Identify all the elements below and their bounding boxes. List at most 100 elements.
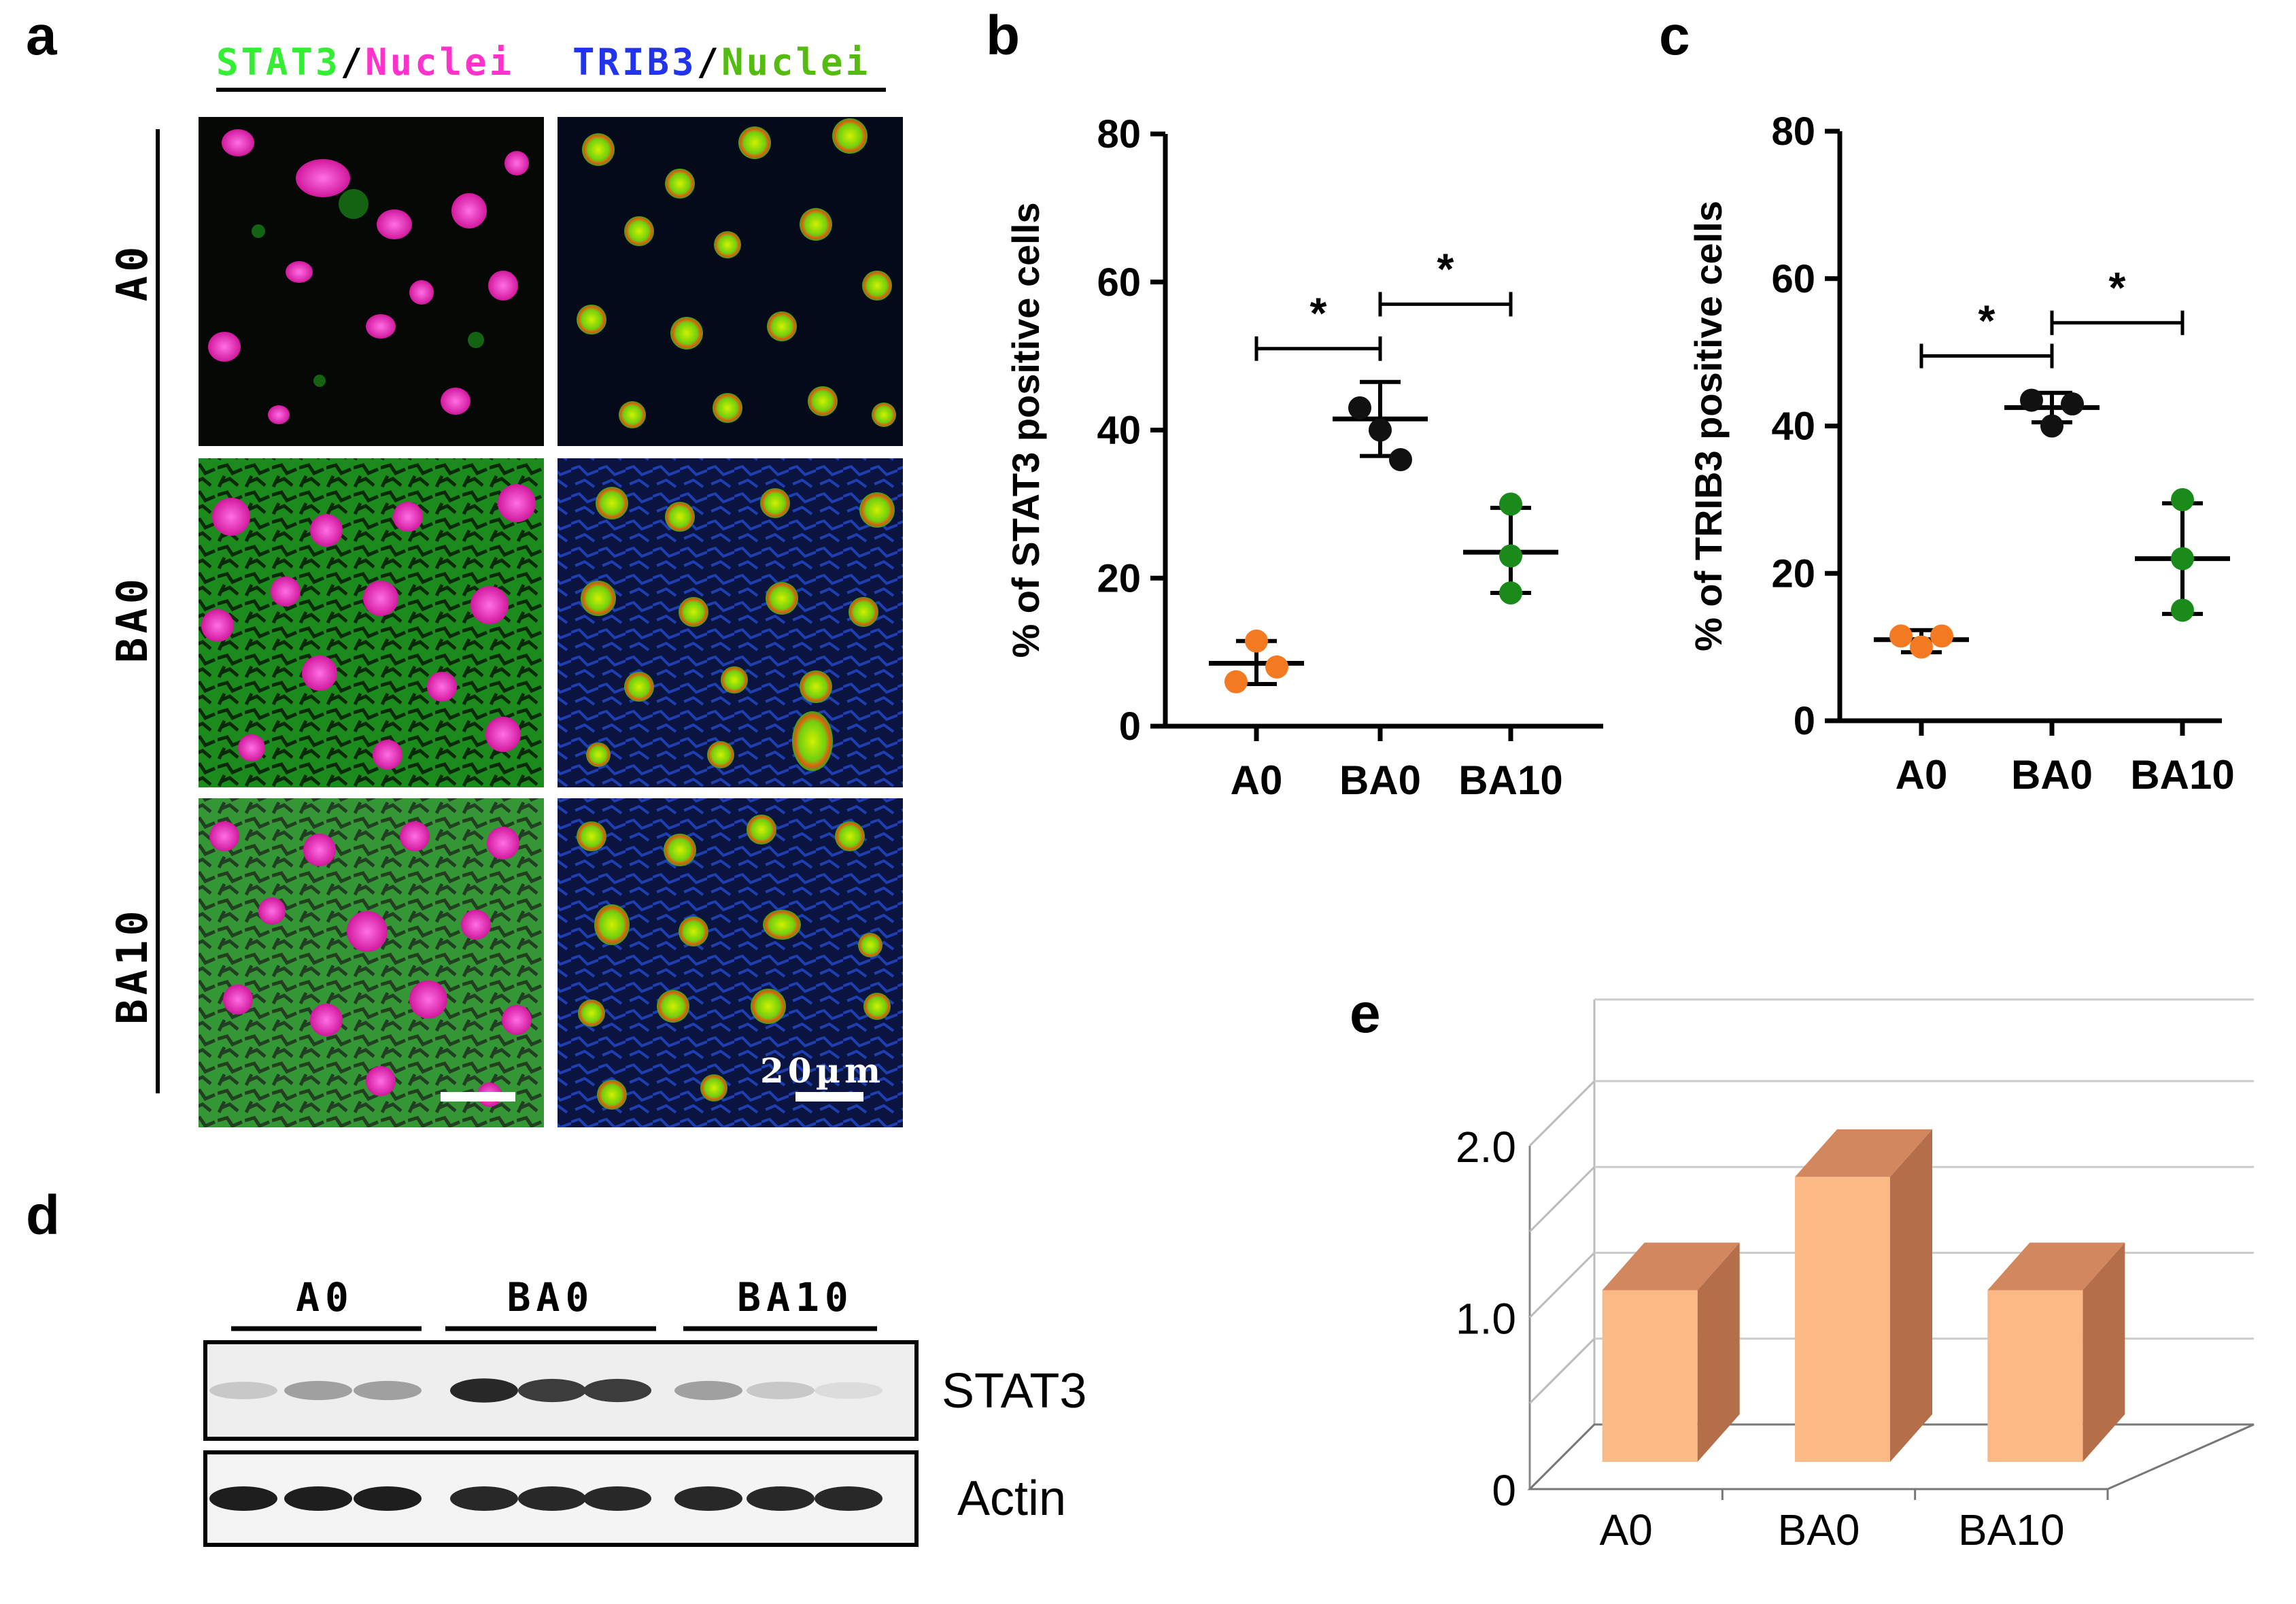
bar [1602, 1290, 1698, 1462]
y-tick-label: 2.0 [1456, 1123, 1516, 1172]
header-slash-2: / [697, 41, 722, 84]
gridline-side [1528, 1080, 1596, 1147]
y-axis-label: % of TRIB3 positive cells [1687, 201, 1730, 651]
stat3-band [209, 1382, 277, 1399]
bar [1795, 1176, 1890, 1462]
stat3-band [450, 1378, 518, 1403]
x-tick-label: BA10 [1958, 1505, 2065, 1554]
panel-label-e: e [1350, 983, 1381, 1044]
panel-label-b: b [986, 5, 1020, 67]
significance-star: * [1437, 244, 1454, 293]
header-nuclei-magenta: Nuclei [365, 41, 514, 84]
x-tick-label: BA0 [1778, 1505, 1860, 1554]
stat3-band [354, 1380, 422, 1401]
data-point [2171, 488, 2194, 511]
data-point [1499, 544, 1522, 568]
panel-label-c: c [1659, 5, 1690, 67]
blot-label-stat3: STAT3 [942, 1364, 1086, 1418]
panel-label-a: a [26, 5, 58, 67]
gridline-side [1528, 1166, 1596, 1233]
bar-top [1795, 1129, 1932, 1177]
actin-band [674, 1486, 742, 1511]
blot-group-ba0: BA0 [507, 1274, 595, 1320]
row-label-ba10: BA10 [107, 906, 157, 1024]
data-point [1389, 448, 1412, 472]
gridline-side [1528, 1337, 1596, 1404]
micrograph-stat3-ba10 [199, 798, 544, 1127]
x-tick-label: BA0 [1339, 757, 1421, 803]
significance-star: * [2109, 263, 2126, 312]
stat3-band [674, 1380, 742, 1401]
data-point [1499, 492, 1522, 516]
actin-band [747, 1486, 815, 1511]
data-point [1930, 624, 1953, 648]
x-tick-label: A0 [1600, 1505, 1653, 1554]
data-point [2171, 547, 2194, 570]
data-point [1245, 629, 1268, 653]
y-axis-label: % of STAT3 positive cells [1004, 202, 1047, 658]
header-slash-1: / [341, 41, 366, 84]
y-tick-label: 0 [1119, 704, 1141, 749]
stat3-band [284, 1380, 352, 1401]
stat3-band [815, 1382, 883, 1399]
y-tick-label: 0 [1492, 1466, 1516, 1515]
actin-band [815, 1486, 883, 1511]
data-point [1265, 655, 1288, 679]
scale-bar-right [795, 1092, 863, 1102]
actin-band [450, 1486, 518, 1511]
micrograph-trib3-ba10 [558, 798, 903, 1127]
row-label-a0: A0 [107, 243, 157, 302]
significance-star: * [1978, 296, 1995, 345]
actin-band [583, 1486, 651, 1511]
header-stat3: STAT3 [216, 41, 341, 84]
blot-bands [209, 1378, 883, 1511]
bar-side [1697, 1242, 1740, 1462]
x-tick-label: A0 [1231, 757, 1283, 803]
gridline-side [1528, 1252, 1596, 1318]
blot-group-a0: A0 [296, 1274, 354, 1320]
chart-c: 0 20 40 60 80 A0 BA0 BA10 % of TRIB3 positive ce… [1687, 109, 2235, 798]
stat3-band [747, 1382, 815, 1399]
chart-e: 0 1.0 2.0 A0 BA0 BA10 [1456, 998, 2255, 1554]
actin-band [354, 1486, 422, 1511]
header-right: TRIB3/Nuclei [572, 41, 870, 84]
micrograph-stat3-a0 [199, 117, 544, 446]
y-tick-label: 20 [1771, 551, 1815, 596]
x-tick-label: A0 [1896, 752, 1948, 798]
data-point [2171, 598, 2194, 622]
bar [1987, 1290, 2083, 1462]
data-point [2020, 388, 2043, 412]
micrograph-stat3-ba0 [199, 458, 544, 787]
x-tick-label: BA10 [1458, 757, 1562, 803]
actin-band [518, 1486, 586, 1511]
data-point [1224, 670, 1248, 694]
stat3-band [583, 1378, 651, 1403]
data-point [2061, 392, 2084, 415]
micrograph-trib3-a0 [558, 117, 903, 446]
header-nuclei-green: Nuclei [721, 41, 870, 84]
micrograph-trib3-ba0 [558, 458, 903, 787]
y-tick-label: 40 [1097, 409, 1141, 453]
y-tick-label: 0 [1794, 699, 1815, 743]
blot-group-ba10: BA10 [737, 1274, 854, 1320]
data-point [1910, 635, 1933, 659]
bar-top [1602, 1242, 1740, 1291]
data-point [2040, 414, 2063, 438]
bar-side [2083, 1242, 2125, 1462]
data-point [1369, 418, 1392, 442]
header-left: STAT3/Nuclei [216, 41, 514, 84]
x-tick-label: BA10 [2130, 752, 2234, 798]
scale-bar-label: 20µm [760, 1051, 885, 1091]
actin-band [209, 1486, 277, 1511]
y-tick-label: 20 [1097, 556, 1141, 600]
data-point [1348, 396, 1371, 420]
blot-label-actin: Actin [957, 1471, 1066, 1526]
actin-band [284, 1486, 352, 1511]
significance-star: * [1310, 289, 1327, 338]
y-tick-label: 60 [1771, 257, 1815, 301]
y-tick-label: 60 [1097, 260, 1141, 305]
x-tick-label: BA0 [2011, 752, 2093, 798]
stat3-band [518, 1378, 586, 1403]
panel-label-d: d [26, 1184, 60, 1246]
